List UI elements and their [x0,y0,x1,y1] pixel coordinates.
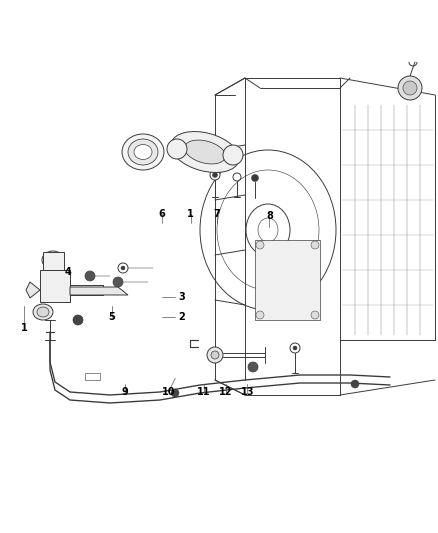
Circle shape [248,362,258,372]
Text: 1: 1 [187,209,194,219]
Circle shape [118,263,128,273]
Circle shape [73,315,83,325]
Text: 2: 2 [178,312,185,322]
Text: 11: 11 [197,387,210,397]
Text: 10: 10 [162,387,175,397]
Text: 1: 1 [21,323,28,333]
Text: 3: 3 [178,293,185,302]
Circle shape [311,241,319,249]
Circle shape [290,343,300,353]
Circle shape [212,173,218,177]
Circle shape [233,173,241,181]
Text: 13: 13 [241,387,254,397]
Circle shape [85,271,95,281]
Circle shape [167,139,187,159]
Circle shape [293,346,297,350]
Polygon shape [43,252,64,270]
Text: 7: 7 [213,209,220,219]
Text: 5: 5 [108,312,115,322]
Circle shape [256,311,264,319]
Circle shape [256,241,264,249]
Circle shape [351,380,359,388]
Circle shape [113,277,123,287]
Circle shape [171,389,179,397]
Ellipse shape [46,254,60,265]
Polygon shape [26,282,40,298]
Circle shape [211,351,219,359]
Ellipse shape [171,132,239,173]
Polygon shape [40,270,70,302]
Ellipse shape [122,134,164,170]
Circle shape [311,311,319,319]
Circle shape [207,347,223,363]
Ellipse shape [37,307,49,317]
Circle shape [121,266,125,270]
Text: 6: 6 [159,209,166,219]
Circle shape [251,174,258,182]
Text: 9: 9 [121,387,128,397]
Ellipse shape [33,304,53,320]
Ellipse shape [184,140,226,164]
Polygon shape [85,373,100,380]
Polygon shape [255,240,320,320]
Circle shape [210,170,220,180]
Text: 4: 4 [64,267,71,277]
Circle shape [398,76,422,100]
Circle shape [223,145,243,165]
Ellipse shape [128,139,158,165]
Circle shape [403,81,417,95]
Text: 8: 8 [266,211,273,221]
Polygon shape [70,287,128,295]
Ellipse shape [42,251,64,269]
Text: 12: 12 [219,387,232,397]
Ellipse shape [134,144,152,159]
